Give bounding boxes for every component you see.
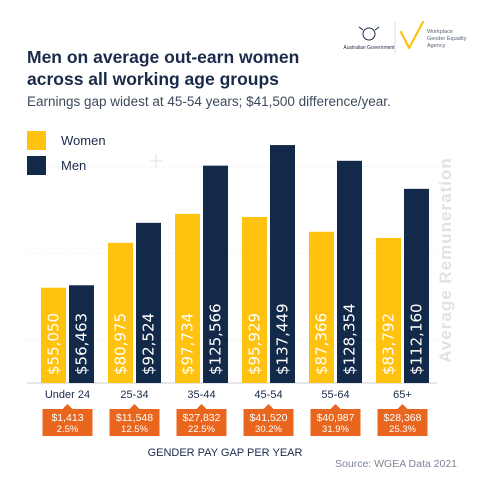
bar-value-label: $128,354 (341, 303, 359, 375)
bar-value-label: $83,792 (380, 313, 398, 375)
bar-women (309, 231, 334, 383)
category-label: 25-34 (120, 389, 148, 401)
category-label: Under 24 (45, 389, 90, 401)
bar-women (242, 216, 267, 383)
source-note: Source: WGEA Data 2021 (335, 458, 457, 470)
chart-subtitle: Earnings gap widest at 45-54 years; $41,… (27, 94, 391, 109)
legend-label: Women (61, 133, 106, 148)
gap-badge-pointer (129, 404, 140, 409)
bar-value-label: $55,050 (45, 313, 63, 375)
bar-men (136, 222, 161, 383)
category-label: 35-44 (187, 389, 215, 401)
gap-amount: $41,520 (250, 412, 288, 424)
bar-men (69, 285, 94, 383)
logo-agency-line: Agency (427, 43, 446, 49)
logo-agency-line: Workplace (427, 29, 453, 35)
chart-title-line: Men on average out-earn women (27, 47, 299, 67)
gap-percent: 2.5% (57, 424, 79, 435)
bar-value-label: $56,463 (73, 313, 91, 375)
bar-value-label: $92,524 (140, 313, 158, 375)
bar-men (270, 145, 295, 383)
gap-amount: $1,413 (51, 412, 83, 424)
legend-label: Men (61, 158, 86, 173)
bar-value-label: $95,929 (246, 313, 264, 375)
gap-amount: $27,832 (183, 412, 221, 424)
bar-men (404, 188, 429, 383)
legend-swatch-men (27, 156, 46, 175)
wgea-check-icon (399, 20, 425, 50)
chart-title-line: across all working age groups (27, 69, 279, 89)
bar-women (175, 213, 200, 383)
bar-value-label: $97,734 (179, 313, 197, 375)
gap-percent: 31.9% (322, 424, 349, 435)
gap-badge (377, 409, 428, 436)
bar-men (337, 160, 362, 383)
bar-women (108, 242, 133, 383)
gap-badge (310, 409, 361, 436)
category-label: 55-64 (321, 389, 349, 401)
logo-gov-text: Australian Government (343, 45, 395, 51)
gap-badge-pointer (62, 404, 73, 409)
gap-badge-pointer (196, 404, 207, 409)
crest-shield-icon (362, 27, 376, 41)
legend-swatch-women (27, 131, 46, 150)
bar-women (41, 287, 66, 383)
gap-amount: $28,368 (384, 412, 422, 424)
bar-value-label: $80,975 (112, 313, 130, 375)
bar-value-label: $125,566 (207, 303, 225, 375)
gap-percent: 30.2% (255, 424, 282, 435)
logo-agency-line: Gender Equality (427, 36, 467, 42)
y-axis-label: Average Remuneration (436, 157, 455, 362)
gap-percent: 12.5% (121, 424, 148, 435)
bar-women (376, 237, 401, 383)
gap-amount: $40,987 (317, 412, 355, 424)
sparkle-icon (149, 154, 163, 168)
gap-badge-pointer (330, 404, 341, 409)
crest-supporters-icon (358, 26, 380, 31)
gap-badge (176, 409, 227, 436)
gap-footer-label: GENDER PAY GAP PER YEAR (148, 447, 303, 459)
bar-value-label: $137,449 (274, 303, 292, 375)
gap-badge-pointer (397, 404, 408, 409)
bar-value-label: $87,366 (313, 313, 331, 375)
gap-percent: 22.5% (188, 424, 215, 435)
gap-badge-pointer (263, 404, 274, 409)
gap-percent: 25.3% (389, 424, 416, 435)
category-label: 65+ (393, 389, 412, 401)
gap-badge (42, 409, 93, 436)
gap-amount: $11,548 (116, 412, 153, 424)
category-label: 45-54 (254, 389, 282, 401)
gap-badge (109, 409, 160, 436)
bar-men (203, 165, 228, 383)
government-crest-icon (358, 26, 380, 41)
bar-value-label: $112,160 (408, 303, 426, 375)
gap-badge (243, 409, 294, 436)
